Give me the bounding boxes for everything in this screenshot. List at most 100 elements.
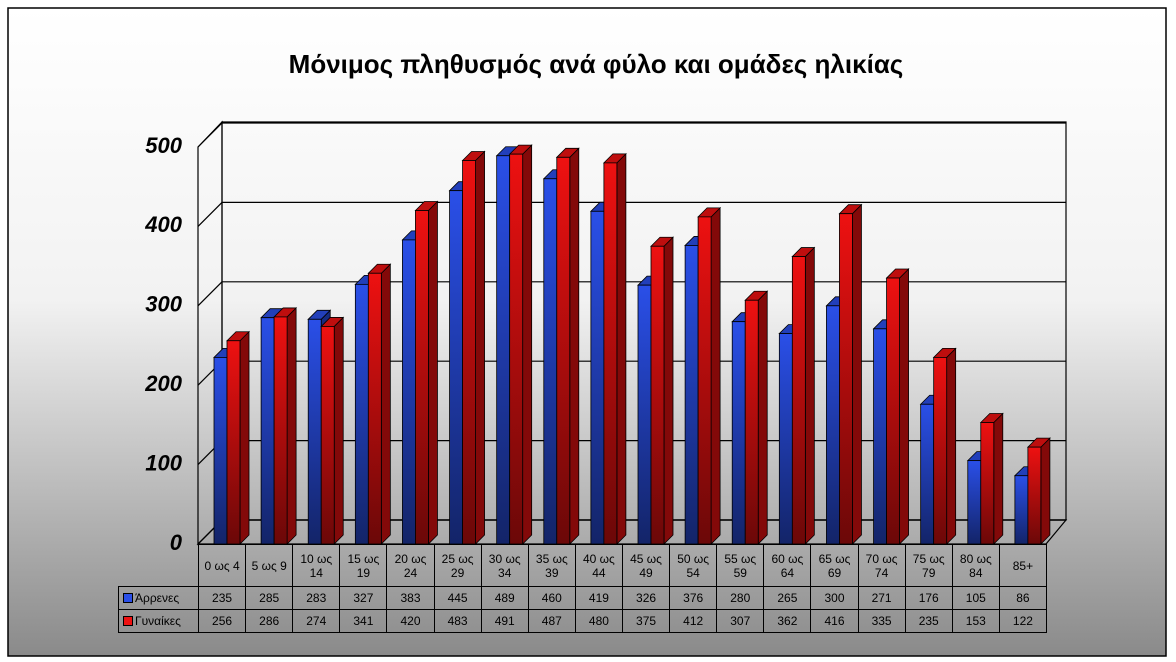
cell-text: 60 ως 64 (771, 551, 804, 580)
value-cell: 176 (904, 586, 953, 610)
bar (402, 239, 416, 545)
cell-text: 40 ως 44 (583, 551, 615, 580)
bar (778, 333, 793, 545)
category-cell: 55 ως 59 (716, 544, 765, 587)
value-cell: 280 (716, 586, 765, 610)
bar (307, 318, 322, 545)
value-cell: 480 (574, 609, 623, 633)
cell-text: 105 (965, 591, 986, 605)
cell-text: 362 (777, 614, 798, 628)
bar (367, 272, 382, 545)
cell-text: 491 (494, 614, 515, 628)
bar (354, 283, 369, 545)
category-cell: 60 ως 64 (763, 544, 812, 587)
value-cell: 286 (245, 609, 294, 633)
cell-text: 420 (400, 614, 421, 628)
cell-text: 5 ως 9 (251, 558, 287, 573)
cell-text: 80 ως 84 (959, 551, 992, 580)
bar (980, 422, 995, 545)
category-cell: 65 ως 69 (810, 544, 859, 587)
cell-text: 176 (918, 591, 939, 605)
bar-side (569, 147, 580, 545)
cell-text: 327 (353, 591, 374, 605)
cell-text: 271 (871, 591, 892, 605)
bar (273, 316, 288, 545)
value-cell: 416 (810, 609, 859, 633)
cell-text: 419 (588, 591, 609, 605)
value-cell: 86 (998, 586, 1047, 610)
legend-label: Γυναίκες (135, 614, 181, 628)
category-cell: 50 ως 54 (669, 544, 718, 587)
bar-side (239, 330, 250, 545)
cell-text: 265 (777, 591, 798, 605)
value-cell: 285 (245, 586, 294, 610)
bar (873, 328, 887, 545)
bar (920, 403, 935, 545)
bar (449, 190, 463, 545)
value-cell: 327 (339, 586, 388, 610)
bar (320, 326, 335, 545)
legend-key (123, 616, 133, 626)
bar (839, 213, 853, 545)
bar (1027, 446, 1042, 545)
cell-text: 335 (871, 614, 892, 628)
bar-side (899, 268, 909, 545)
bar (697, 216, 712, 545)
bar (731, 321, 746, 545)
category-cell: 25 ως 29 (433, 544, 482, 587)
cell-text: 286 (259, 614, 280, 628)
y-tick-label: 300 (145, 292, 182, 317)
cell-text: 375 (636, 614, 657, 628)
value-cell: 445 (433, 586, 482, 610)
category-cell: 70 ως 74 (857, 544, 906, 587)
value-cell: 105 (951, 586, 1000, 610)
cell-text: 483 (447, 614, 468, 628)
chart-frame (7, 7, 1167, 657)
value-cell: 235 (904, 609, 953, 633)
bar-side (993, 412, 1004, 545)
bar-side (663, 236, 674, 545)
bar (1014, 475, 1029, 545)
cell-text: 70 ως 74 (865, 551, 898, 580)
legend-cell: Άρρενες (118, 586, 199, 610)
cell-text: 300 (824, 591, 845, 605)
value-cell: 341 (339, 609, 388, 633)
cell-text: 285 (259, 591, 280, 605)
bar-side (1040, 437, 1051, 545)
cell-text: 480 (588, 614, 609, 628)
value-cell: 376 (669, 586, 718, 610)
bar (462, 160, 476, 545)
cell-text: 235 (212, 591, 233, 605)
cell-text: 280 (730, 591, 751, 605)
bar (791, 256, 806, 545)
y-tick-label: 200 (144, 371, 182, 396)
bar (886, 277, 900, 545)
cell-text: 283 (306, 591, 327, 605)
bar (496, 155, 511, 545)
category-cell: 75 ως 79 (904, 544, 953, 587)
value-cell: 487 (527, 609, 576, 633)
bar (933, 357, 948, 545)
bar-side (616, 152, 627, 545)
value-cell: 483 (433, 609, 482, 633)
cell-text: 487 (541, 614, 562, 628)
bar (684, 245, 699, 545)
bar (744, 299, 759, 545)
cell-text: 45 ως 49 (630, 551, 662, 580)
cell-text: 0 ως 4 (204, 558, 240, 573)
value-cell: 383 (386, 586, 435, 610)
y-tick-label: 500 (145, 133, 182, 158)
value-cell: 375 (622, 609, 671, 633)
bar-side (710, 206, 721, 545)
value-cell: 489 (480, 586, 529, 610)
cell-text: 35 ως 39 (535, 551, 568, 580)
cell-text: 15 ως 19 (347, 551, 380, 580)
value-cell: 362 (763, 609, 812, 633)
cell-text: 460 (541, 591, 562, 605)
bar-side (380, 263, 391, 545)
category-cell: 40 ως 44 (574, 544, 623, 587)
value-cell: 307 (716, 609, 765, 633)
bar (637, 284, 652, 545)
